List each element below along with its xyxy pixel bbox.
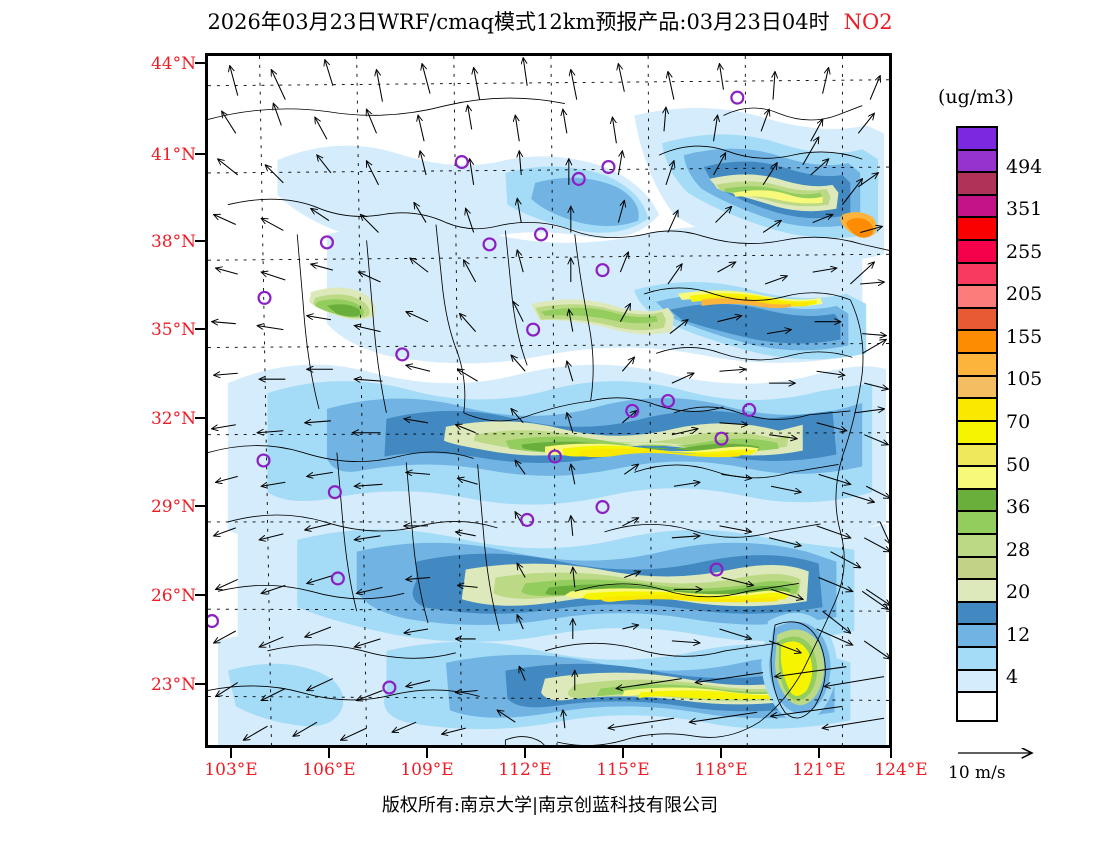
lat-tick-38 (195, 240, 207, 242)
colorbar-swatch-5 (958, 241, 996, 264)
colorbar-swatch-19 (958, 557, 996, 581)
colorbar-swatch-13 (958, 421, 996, 445)
colorbar-swatch-17 (958, 512, 996, 535)
colorbar-swatch-1 (958, 150, 996, 174)
lat-tick-41 (195, 153, 207, 155)
colorbar-swatch-8 (958, 308, 996, 332)
lon-label-118: 118°E (694, 760, 748, 780)
colorbar-label-12: 12 (1006, 623, 1031, 646)
map-layers (208, 56, 889, 745)
title-species: NO2 (843, 10, 893, 34)
colorbar-label-70: 70 (1006, 411, 1031, 433)
colorbar-swatch-3 (958, 195, 996, 219)
lat-tick-35 (195, 328, 207, 330)
lon-tick-106 (328, 746, 330, 758)
colorbar-label-20: 20 (1006, 581, 1031, 604)
colorbar-label-4: 4 (1006, 666, 1019, 689)
colorbar-swatch-4 (958, 218, 996, 242)
lat-label-38: 38°N (150, 232, 196, 252)
wind-scale-label: 10 m/s (948, 763, 1006, 783)
colorbar-swatch-6 (958, 263, 996, 287)
colorbar-swatch-9 (958, 331, 996, 355)
colorbar-swatch-14 (958, 444, 996, 468)
lon-tick-115 (622, 746, 624, 758)
colorbar-swatch-12 (958, 399, 996, 422)
colorbar-label-36: 36 (1006, 496, 1031, 519)
lon-tick-109 (426, 746, 428, 758)
lon-label-121: 121°E (792, 760, 846, 780)
city-marker-layer[interactable] (208, 90, 757, 695)
lat-label-44: 44°N (150, 54, 196, 74)
lat-tick-29 (195, 505, 207, 507)
colorbar-label-351: 351 (1006, 198, 1043, 221)
page-title: 2026年03月23日WRF/cmaq模式12km预报产品:03月23日04时 N… (0, 6, 1100, 36)
lat-label-32: 32°N (150, 409, 196, 429)
wind-vector-layer (212, 58, 889, 740)
copyright-footer: 版权所有:南京大学|南京创蓝科技有限公司 (381, 795, 719, 816)
forecast-map-plot[interactable] (205, 53, 892, 748)
colorbar[interactable] (956, 126, 998, 722)
colorbar-label-28: 28 (1006, 538, 1031, 561)
colorbar-swatch-7 (958, 286, 996, 309)
map-canvas[interactable] (208, 56, 889, 745)
lat-label-23: 23°N (150, 675, 196, 695)
colorbar-swatch-15 (958, 467, 996, 490)
wind-scale-arrow (956, 745, 1086, 761)
lon-label-124: 124°E (874, 760, 928, 780)
lon-tick-103 (230, 746, 232, 758)
colorbar-swatch-11 (958, 376, 996, 400)
colorbar-swatch-22 (958, 625, 996, 649)
lat-label-35: 35°N (150, 320, 196, 340)
colorbar-unit-label: (ug/m3) (938, 86, 1014, 108)
colorbar-label-205: 205 (1006, 283, 1043, 306)
title-main: 2026年03月23日WRF/cmaq模式12km预报产品:03月23日04时 (207, 10, 830, 34)
lat-tick-23 (195, 683, 207, 685)
colorbar-swatch-21 (958, 602, 996, 626)
colorbar-label-50: 50 (1006, 453, 1031, 476)
lat-label-41: 41°N (150, 145, 196, 165)
colorbar-label-105: 105 (1006, 368, 1043, 391)
colorbar-swatch-0 (958, 128, 996, 151)
concentration-contour-layer (208, 56, 889, 745)
colorbar-label-255: 255 (1006, 240, 1043, 263)
lat-label-29: 29°N (150, 497, 196, 517)
colorbar-swatch-10 (958, 354, 996, 377)
colorbar-swatch-20 (958, 580, 996, 603)
lon-tick-118 (720, 746, 722, 758)
lat-tick-44 (195, 62, 207, 64)
province-boundaries (208, 97, 889, 745)
lon-label-103: 103°E (204, 760, 258, 780)
lat-tick-26 (195, 594, 207, 596)
lon-tick-121 (818, 746, 820, 758)
lon-label-106: 106°E (302, 760, 356, 780)
lon-tick-112 (524, 746, 526, 758)
colorbar-swatch-24 (958, 670, 996, 694)
graticule (208, 56, 889, 745)
lon-label-115: 115°E (596, 760, 650, 780)
colorbar-swatch-2 (958, 173, 996, 196)
lon-tick-124 (890, 746, 892, 758)
lon-label-109: 109°E (400, 760, 454, 780)
colorbar-label-155: 155 (1006, 325, 1043, 348)
colorbar-swatch-25 (958, 693, 996, 716)
colorbar-swatch-18 (958, 534, 996, 558)
colorbar-swatch-23 (958, 648, 996, 671)
lon-label-112: 112°E (498, 760, 552, 780)
lat-label-26: 26°N (150, 586, 196, 606)
lat-tick-32 (195, 417, 207, 419)
colorbar-label-494: 494 (1006, 155, 1043, 178)
colorbar-swatch-16 (958, 489, 996, 513)
